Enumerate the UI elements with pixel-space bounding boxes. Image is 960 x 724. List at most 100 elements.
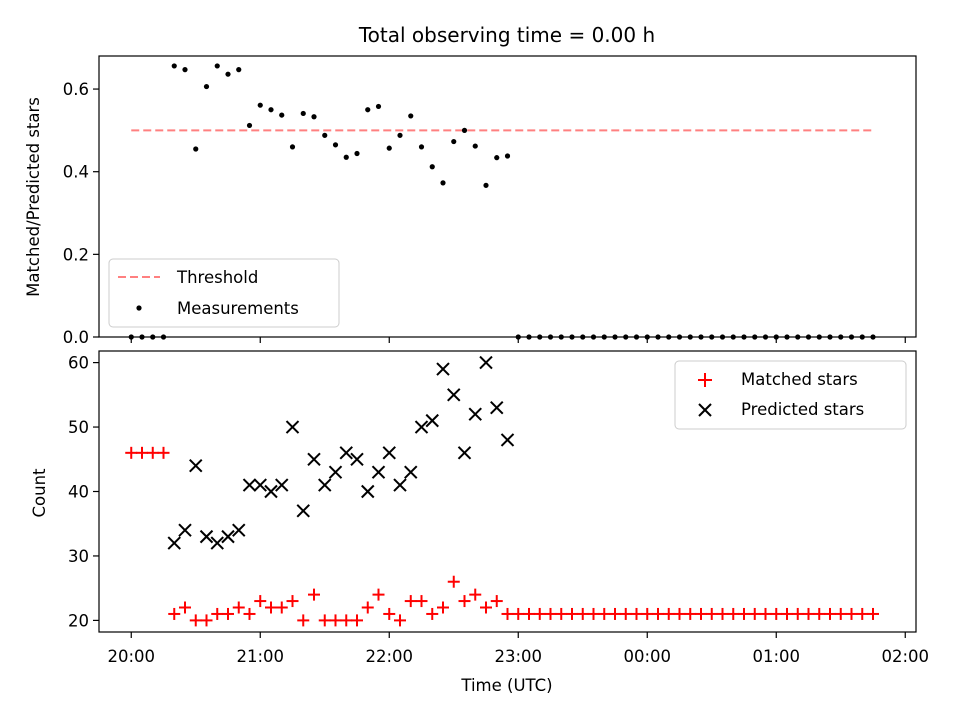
predicted-star-mark-b [253,478,267,492]
predicted-star-mark-b [350,452,364,466]
bottom-axes-frame [98,350,917,633]
matched-star-point [426,607,439,620]
predicted-star-point [404,465,418,479]
measurement-point [311,114,317,120]
matched-star-point [286,595,299,608]
matched-star-point [587,607,600,620]
predicted-star-mark-b [242,478,257,492]
matched-star-point [318,614,331,627]
predicted-star-mark-b [468,407,482,421]
matched-star-point [791,607,804,620]
predicted-star-mark-b [285,420,300,434]
matched-star-point [125,446,138,459]
predicted-star-mark-b [232,523,246,537]
matched-star-point [222,607,234,620]
predicted-star-mark-b [199,529,214,544]
measurement-point [193,146,199,152]
matched-star-point [824,607,836,620]
predicted-star-mark-b [414,420,429,434]
matched-star-point [490,595,503,608]
matched-star-point [630,607,643,620]
bottom-y-tick-label: 20 [68,611,89,630]
predicted-star-point [382,446,396,460]
predicted-legend-label: Predicted stars [741,400,864,419]
matched-star-point [297,614,310,627]
predicted-star-mark-b [318,478,332,492]
matched-star-point [372,588,385,601]
predicted-star-point [167,536,181,550]
measurement-point [386,145,392,151]
measurement-point [343,154,349,160]
predicted-star-mark-b [490,401,504,415]
matched-star-point [394,614,406,627]
bottom-y-tick-label: 40 [68,483,89,502]
predicted-legend-swatch [698,403,712,417]
matched-star-point [727,607,740,620]
bottom-x-tick-label: 21:00 [236,647,284,666]
matched-star-point [523,607,535,620]
top-axes-frame [98,55,917,338]
matched-star-point [781,607,793,620]
measurement-point [236,67,242,73]
top-legend-box [108,258,340,328]
matched-star-point [619,607,632,620]
bottom-legend: Matched stars Predicted stars [674,360,907,430]
predicted-star-point [393,478,407,492]
predicted-star-mark-b [221,529,235,544]
top-plot-area [128,63,876,340]
matched-legend-swatch [698,373,712,387]
bottom-legend-box [674,360,907,430]
measurement-point [246,122,253,129]
matched-star-point [329,614,342,627]
matched-star-point [641,607,654,620]
predicted-star-mark-b [457,446,472,460]
matched-star-point [512,607,525,620]
bottom-x-tick-label: 22:00 [365,647,413,666]
measurement-point [332,142,339,148]
bottom-plot-area [125,355,879,627]
predicted-star-mark-b [189,459,203,473]
matched-star-point [856,607,869,620]
measurement-point [171,63,177,69]
measurement-point [472,143,478,149]
bottom-x-ticks: 20:00 21:00 22:00 23:00 00:00 01:00 02:00 [107,632,929,666]
predicted-star-mark-b [436,362,450,376]
matched-star-point [566,607,578,620]
top-y-tick-label: 0.0 [63,328,89,347]
predicted-star-point [339,446,353,460]
predicted-star-point [199,529,214,544]
matched-star-point [232,601,245,614]
predicted-star-mark-b [393,478,407,492]
matched-star-point [437,601,449,614]
measurement-point [440,180,446,186]
predicted-star-mark-b [404,465,418,479]
measurement-point [375,103,382,110]
matched-star-point [867,607,879,620]
predicted-star-point [414,420,429,434]
matched-star-point [447,575,460,588]
matched-star-point [705,607,718,620]
matched-star-point [501,607,514,620]
matched-star-point [340,614,353,627]
bottom-y-tick-label: 30 [68,547,89,566]
matched-star-point [555,607,568,620]
measurements-legend-swatch [136,305,142,311]
measurement-point [322,132,328,138]
matched-star-point [189,614,202,627]
measurement-point [451,138,457,145]
matched-star-point [652,607,664,620]
matched-star-point [308,588,320,601]
measurement-point [365,107,371,113]
matched-star-point [609,607,621,620]
bottom-x-tick-label: 23:00 [494,647,542,666]
predicted-star-point [232,523,246,537]
predicted-star-point [210,536,224,550]
matched-star-point [759,607,772,620]
measurement-point [461,127,468,133]
matched-star-point [813,607,826,620]
predicted-star-mark-b [447,388,461,402]
measurement-point [418,144,425,150]
predicted-star-point [307,452,321,466]
predicted-star-point [318,478,332,492]
measurement-point [225,71,231,77]
